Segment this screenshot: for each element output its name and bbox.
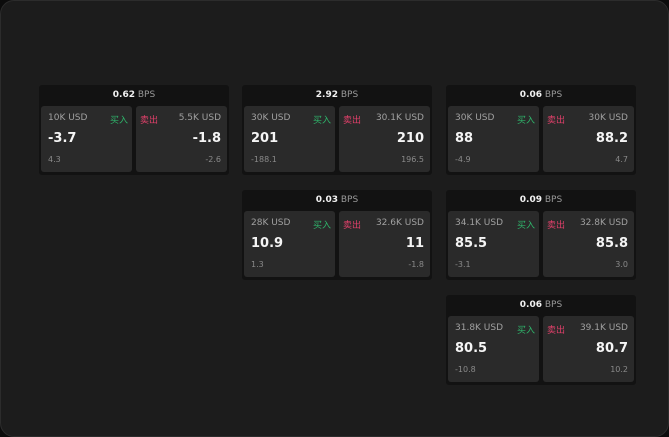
sell-label: 卖出 [343, 221, 362, 231]
sell-size: 39.1K USD [579, 323, 628, 333]
buy-label: 买入 [516, 326, 535, 336]
quote-panes: 34.1K USD 买入 85.5 -3.1 32.8K USD 卖出 85.8… [446, 211, 636, 277]
buy-price: -3.7 [48, 131, 77, 146]
buy-change: -188.1 [251, 155, 277, 164]
sell-label: 卖出 [547, 221, 566, 231]
buy-change: -10.8 [455, 365, 476, 374]
buy-size: 30K USD [251, 113, 291, 123]
sell-label: 卖出 [547, 326, 566, 336]
spread-header: 0.03 BPS [242, 190, 432, 211]
price-card: 0.06 BPS 31.8K USD 买入 80.5 -10.8 39.1K U… [446, 295, 636, 385]
buy-price: 201 [251, 131, 279, 146]
spread-header: 0.09 BPS [446, 190, 636, 211]
sell-pane[interactable]: 5.5K USD 卖出 -1.8 -2.6 [136, 106, 227, 172]
buy-label: 买入 [312, 221, 331, 231]
sell-price: 210 [396, 131, 424, 146]
sell-label: 卖出 [140, 116, 159, 126]
price-card: 0.03 BPS 28K USD 买入 10.9 1.3 32.6K USD 卖… [242, 190, 432, 280]
sell-label: 卖出 [547, 116, 566, 126]
spread-unit: BPS [137, 90, 156, 100]
buy-size: 34.1K USD [455, 218, 504, 228]
spread-value: 0.09 [519, 195, 542, 205]
spread-unit: BPS [340, 195, 359, 205]
buy-label: 买入 [312, 116, 331, 126]
spread-header: 0.06 BPS [446, 295, 636, 316]
buy-pane[interactable]: 10K USD 买入 -3.7 4.3 [41, 106, 132, 172]
spread-value: 0.06 [519, 90, 542, 100]
sell-change: 196.5 [401, 155, 424, 164]
price-card: 2.92 BPS 30K USD 买入 201 -188.1 30.1K USD… [242, 85, 432, 175]
price-card: 0.62 BPS 10K USD 买入 -3.7 4.3 5.5K USD 卖出… [39, 85, 229, 175]
buy-price: 88 [455, 131, 474, 146]
spread-header: 0.06 BPS [446, 85, 636, 106]
buy-size: 28K USD [251, 218, 291, 228]
sell-pane[interactable]: 30.1K USD 卖出 210 196.5 [339, 106, 430, 172]
sell-pane[interactable]: 39.1K USD 卖出 80.7 10.2 [543, 316, 634, 382]
buy-price: 85.5 [455, 236, 488, 251]
buy-pane[interactable]: 30K USD 买入 201 -188.1 [244, 106, 335, 172]
buy-pane[interactable]: 34.1K USD 买入 85.5 -3.1 [448, 211, 539, 277]
spread-unit: BPS [340, 90, 359, 100]
quote-panes: 28K USD 买入 10.9 1.3 32.6K USD 卖出 11 -1.8 [242, 211, 432, 277]
sell-pane[interactable]: 32.8K USD 卖出 85.8 3.0 [543, 211, 634, 277]
spread-header: 0.62 BPS [39, 85, 229, 106]
price-card: 0.09 BPS 34.1K USD 买入 85.5 -3.1 32.8K US… [446, 190, 636, 280]
sell-price: -1.8 [192, 131, 221, 146]
quote-panes: 10K USD 买入 -3.7 4.3 5.5K USD 卖出 -1.8 -2.… [39, 106, 229, 172]
sell-price: 88.2 [595, 131, 628, 146]
sell-change: 3.0 [615, 260, 628, 269]
sell-change: 4.7 [615, 155, 628, 164]
buy-change: -4.9 [455, 155, 471, 164]
sell-change: -2.6 [205, 155, 221, 164]
buy-pane[interactable]: 30K USD 买入 88 -4.9 [448, 106, 539, 172]
sell-pane[interactable]: 32.6K USD 卖出 11 -1.8 [339, 211, 430, 277]
sell-price: 85.8 [595, 236, 628, 251]
quote-panes: 31.8K USD 买入 80.5 -10.8 39.1K USD 卖出 80.… [446, 316, 636, 382]
spread-value: 0.06 [519, 300, 542, 310]
sell-size: 30.1K USD [375, 113, 424, 123]
spread-value: 0.62 [112, 90, 135, 100]
buy-price: 80.5 [455, 341, 488, 356]
buy-size: 10K USD [48, 113, 88, 123]
sell-price: 11 [405, 236, 424, 251]
buy-pane[interactable]: 28K USD 买入 10.9 1.3 [244, 211, 335, 277]
buy-pane[interactable]: 31.8K USD 买入 80.5 -10.8 [448, 316, 539, 382]
price-card: 0.06 BPS 30K USD 买入 88 -4.9 30K USD 卖出 8… [446, 85, 636, 175]
sell-pane[interactable]: 30K USD 卖出 88.2 4.7 [543, 106, 634, 172]
spread-unit: BPS [544, 195, 563, 205]
sell-change: 10.2 [610, 365, 628, 374]
buy-size: 31.8K USD [455, 323, 504, 333]
buy-change: 4.3 [48, 155, 61, 164]
buy-change: -3.1 [455, 260, 471, 269]
quote-panes: 30K USD 买入 201 -188.1 30.1K USD 卖出 210 1… [242, 106, 432, 172]
sell-size: 30K USD [588, 113, 628, 123]
buy-label: 买入 [516, 221, 535, 231]
sell-size: 32.6K USD [375, 218, 424, 228]
spread-header: 2.92 BPS [242, 85, 432, 106]
spread-unit: BPS [544, 90, 563, 100]
buy-price: 10.9 [251, 236, 284, 251]
buy-change: 1.3 [251, 260, 264, 269]
sell-price: 80.7 [595, 341, 628, 356]
sell-size: 5.5K USD [178, 113, 221, 123]
buy-label: 买入 [516, 116, 535, 126]
spread-unit: BPS [544, 300, 563, 310]
buy-label: 买入 [109, 116, 128, 126]
sell-size: 32.8K USD [579, 218, 628, 228]
spread-value: 2.92 [315, 90, 338, 100]
buy-size: 30K USD [455, 113, 495, 123]
quote-panes: 30K USD 买入 88 -4.9 30K USD 卖出 88.2 4.7 [446, 106, 636, 172]
sell-change: -1.8 [408, 260, 424, 269]
sell-label: 卖出 [343, 116, 362, 126]
spread-value: 0.03 [315, 195, 338, 205]
